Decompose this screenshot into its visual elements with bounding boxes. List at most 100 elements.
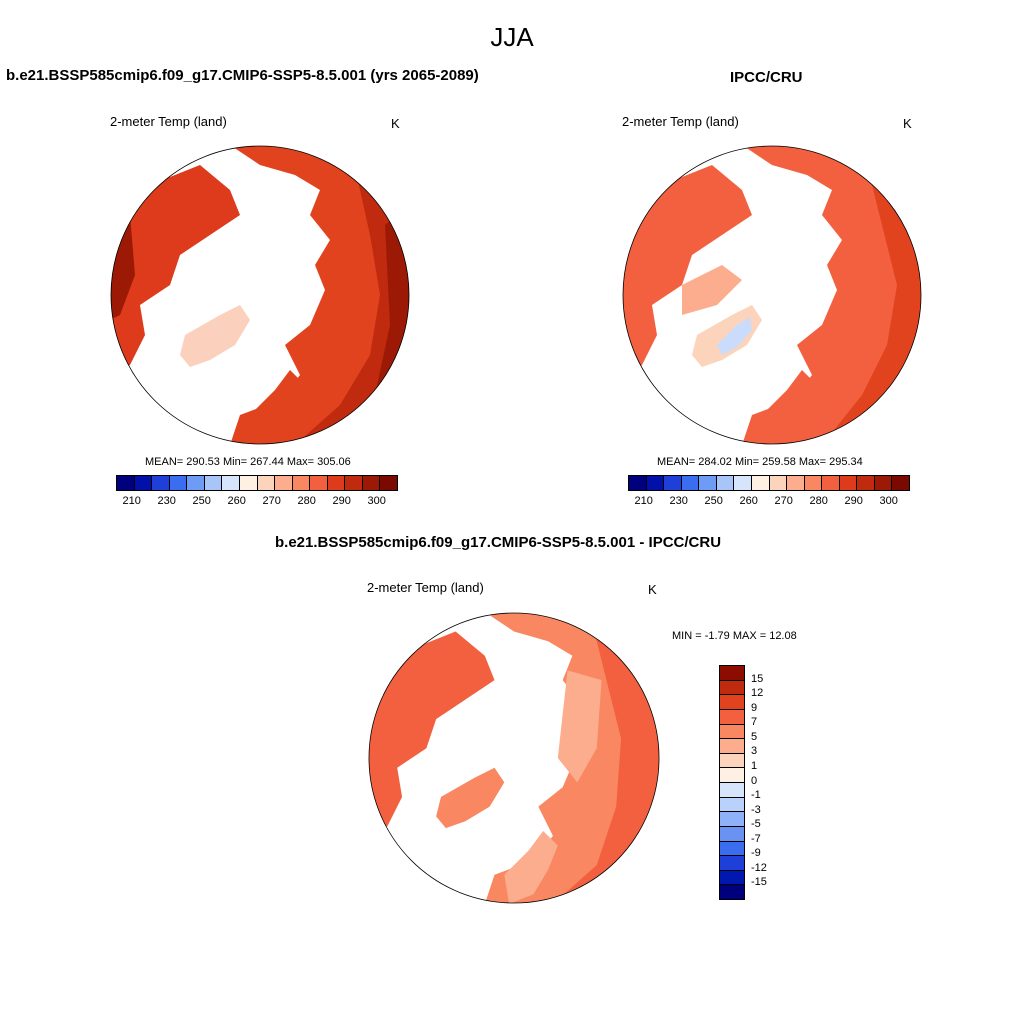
colorbar-swatch: [239, 476, 258, 490]
colorbar-tick-label: -1: [751, 789, 761, 802]
colorbar-swatch: [699, 476, 717, 490]
colorbar-swatch: [152, 476, 170, 490]
colorbar-swatch: [720, 695, 744, 710]
colorbar-tick-label: 230: [157, 495, 176, 507]
colorbar-swatch: [716, 476, 735, 490]
colorbar-swatch: [839, 476, 858, 490]
colorbar-swatch: [345, 476, 363, 490]
colorbar-tick-label: 260: [739, 495, 758, 507]
colorbar-swatch: [804, 476, 823, 490]
colorbar-tick-label: -7: [751, 832, 761, 845]
left-field-label: 2-meter Temp (land): [110, 114, 227, 129]
colorbar-swatch: [117, 476, 135, 490]
colorbar-tick-label: 250: [192, 495, 211, 507]
colorbar-swatch: [720, 709, 744, 725]
colorbar-tick-label: 270: [774, 495, 793, 507]
colorbar-tick-label: 0: [751, 774, 758, 787]
colorbar-tick-label: 9: [751, 701, 758, 714]
colorbar-tick-label: 3: [751, 745, 758, 758]
colorbar-tick-label: 280: [809, 495, 828, 507]
colorbar-swatch: [275, 476, 293, 490]
colorbar-swatch: [720, 768, 744, 783]
north-america-landmass: [368, 631, 495, 836]
diff-field-label: 2-meter Temp (land): [367, 580, 484, 595]
colorbar-swatch: [310, 476, 328, 490]
colorbar-swatch: [720, 870, 744, 886]
colorbar-swatch: [362, 476, 381, 490]
right-stats: MEAN= 284.02 Min= 259.58 Max= 295.34: [657, 456, 863, 468]
colorbar-tick-label: 210: [634, 495, 653, 507]
colorbar-tick-label: 290: [332, 495, 351, 507]
colorbar-tick-label: 230: [669, 495, 688, 507]
colorbar-tick-label: -3: [751, 803, 761, 816]
right-field-label: 2-meter Temp (land): [622, 114, 739, 129]
scandinavia: [250, 370, 305, 444]
colorbar-tick-label: -12: [751, 861, 767, 874]
colorbar-swatch: [380, 476, 397, 490]
left-colorbar: [116, 475, 398, 491]
colorbar-swatch: [720, 783, 744, 798]
colorbar-swatch: [681, 476, 700, 490]
diff-polar-map: [368, 612, 660, 904]
colorbar-tick-label: 300: [367, 495, 386, 507]
colorbar-tick-label: -9: [751, 847, 761, 860]
diff-colorbar: [719, 665, 745, 900]
colorbar-tick-label: 5: [751, 730, 758, 743]
season-title: JJA: [490, 22, 534, 52]
colorbar-swatch: [720, 841, 744, 857]
north-america-landmass: [111, 165, 240, 375]
colorbar-tick-label: 7: [751, 716, 758, 729]
left-units-label: K: [391, 116, 400, 131]
colorbar-swatch: [720, 680, 744, 696]
colorbar-tick-label: -5: [751, 818, 761, 831]
colorbar-swatch: [222, 476, 240, 490]
arctic-coast-cool: [682, 265, 742, 315]
colorbar-swatch: [720, 797, 744, 813]
right-colorbar: [628, 475, 910, 491]
colorbar-swatch: [292, 476, 311, 490]
colorbar-swatch: [857, 476, 875, 490]
colorbar-swatch: [874, 476, 893, 490]
right-panel-title: IPCC/CRU: [730, 69, 803, 86]
greenland-icecap: [436, 767, 505, 829]
colorbar-swatch: [787, 476, 805, 490]
colorbar-swatch: [720, 812, 744, 827]
colorbar-swatch: [169, 476, 188, 490]
colorbar-tick-label: -15: [751, 876, 767, 889]
colorbar-tick-label: 250: [704, 495, 723, 507]
colorbar-tick-label: 290: [844, 495, 863, 507]
colorbar-tick-label: 15: [751, 672, 764, 685]
colorbar-tick-label: 12: [751, 687, 764, 700]
greenland-cold-core: [717, 317, 752, 355]
colorbar-swatch: [720, 753, 744, 769]
colorbar-swatch: [204, 476, 223, 490]
colorbar-tick-label: 260: [227, 495, 246, 507]
left-panel-title: b.e21.BSSP585cmip6.f09_g17.CMIP6-SSP5-8.…: [6, 67, 479, 84]
colorbar-swatch: [720, 724, 744, 740]
colorbar-tick-label: 210: [122, 495, 141, 507]
colorbar-swatch: [751, 476, 770, 490]
siberia-weak-warming: [557, 670, 602, 783]
left-stats: MEAN= 290.53 Min= 267.44 Max= 305.06: [145, 456, 351, 468]
colorbar-swatch: [664, 476, 682, 490]
colorbar-swatch: [187, 476, 205, 490]
diff-panel-title: b.e21.BSSP585cmip6.f09_g17.CMIP6-SSP5-8.…: [275, 534, 722, 551]
diff-units-label: K: [648, 582, 657, 597]
colorbar-swatch: [734, 476, 752, 490]
scandinavia: [504, 831, 558, 904]
colorbar-tick-label: 270: [262, 495, 281, 507]
colorbar-swatch: [720, 826, 744, 842]
north-america-landmass: [623, 165, 752, 375]
scandinavia: [762, 370, 817, 444]
colorbar-swatch: [327, 476, 346, 490]
colorbar-swatch: [892, 476, 909, 490]
colorbar-tick-label: 280: [297, 495, 316, 507]
colorbar-tick-label: 1: [751, 759, 758, 772]
colorbar-swatch: [822, 476, 840, 490]
eurasia-strong-warming: [552, 621, 660, 904]
right-units-label: K: [903, 116, 912, 131]
colorbar-swatch: [629, 476, 647, 490]
colorbar-swatch: [257, 476, 276, 490]
colorbar-swatch: [720, 739, 744, 754]
right-polar-map: [622, 145, 922, 445]
